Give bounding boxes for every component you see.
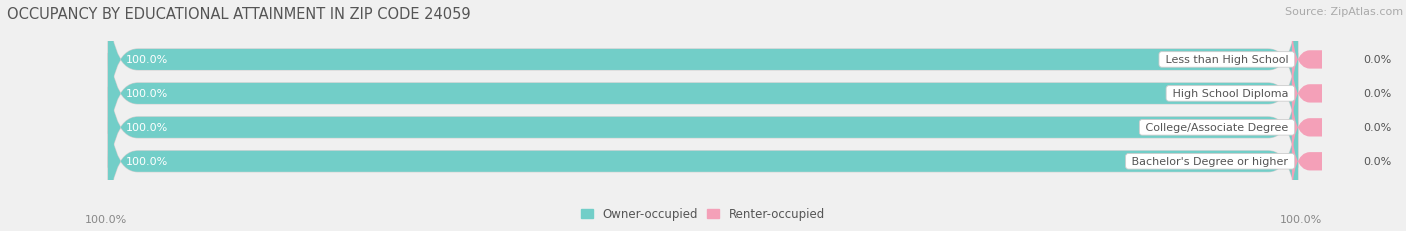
Text: 0.0%: 0.0% [1364,55,1392,65]
FancyBboxPatch shape [1292,52,1351,136]
FancyBboxPatch shape [108,20,1298,168]
Text: Less than High School: Less than High School [1161,55,1292,65]
Text: 100.0%: 100.0% [127,157,169,167]
Text: 0.0%: 0.0% [1364,89,1392,99]
Text: 0.0%: 0.0% [1364,123,1392,133]
FancyBboxPatch shape [108,0,1298,134]
FancyBboxPatch shape [108,54,1298,202]
FancyBboxPatch shape [1292,120,1351,203]
Text: Bachelor's Degree or higher: Bachelor's Degree or higher [1129,157,1292,167]
FancyBboxPatch shape [1292,18,1351,102]
Text: 100.0%: 100.0% [127,123,169,133]
Text: College/Associate Degree: College/Associate Degree [1142,123,1292,133]
FancyBboxPatch shape [108,54,1298,202]
Text: Source: ZipAtlas.com: Source: ZipAtlas.com [1285,7,1403,17]
FancyBboxPatch shape [108,0,1298,134]
Text: OCCUPANCY BY EDUCATIONAL ATTAINMENT IN ZIP CODE 24059: OCCUPANCY BY EDUCATIONAL ATTAINMENT IN Z… [7,7,471,22]
Text: 100.0%: 100.0% [84,214,127,224]
FancyBboxPatch shape [108,88,1298,231]
Text: High School Diploma: High School Diploma [1168,89,1292,99]
FancyBboxPatch shape [108,20,1298,168]
FancyBboxPatch shape [108,88,1298,231]
Text: 100.0%: 100.0% [127,89,169,99]
FancyBboxPatch shape [1292,86,1351,169]
Legend: Owner-occupied, Renter-occupied: Owner-occupied, Renter-occupied [581,208,825,221]
Text: 100.0%: 100.0% [127,55,169,65]
Text: 100.0%: 100.0% [1279,214,1322,224]
Text: 0.0%: 0.0% [1364,157,1392,167]
